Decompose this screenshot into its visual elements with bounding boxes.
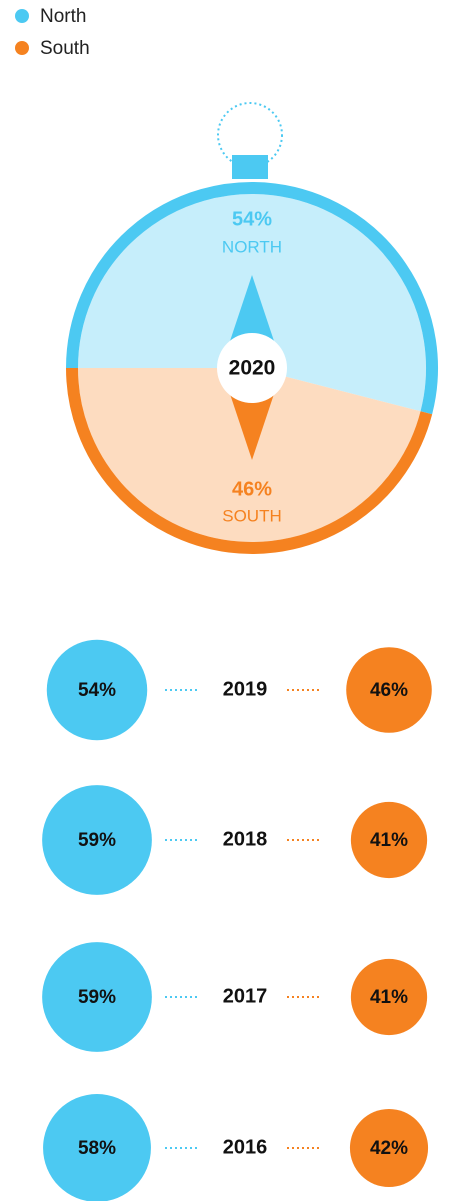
pie-rim xyxy=(66,367,433,554)
value-bubble xyxy=(349,1108,429,1188)
row-year: 2017 xyxy=(223,985,268,1007)
value-bubble xyxy=(346,647,432,733)
value-bubble xyxy=(46,639,148,741)
needle-south xyxy=(227,385,277,460)
compass-pie xyxy=(66,182,438,554)
compass-value: 46% xyxy=(232,478,272,500)
bubble-label: 58% xyxy=(78,1138,116,1159)
pie-rim xyxy=(66,182,438,415)
row-year: 2016 xyxy=(223,1136,268,1158)
bubble-label: 59% xyxy=(78,987,116,1008)
row-year: 2018 xyxy=(223,828,268,850)
value-bubble xyxy=(42,785,152,895)
center-disc xyxy=(217,333,287,403)
legend-label: North xyxy=(40,6,86,27)
compass-label: SOUTH xyxy=(222,506,282,525)
bubble-label: 46% xyxy=(370,680,408,701)
crown xyxy=(232,155,268,179)
legend-swatch xyxy=(15,9,29,23)
value-bubble xyxy=(350,958,428,1036)
value-bubble xyxy=(42,942,152,1052)
pie-slice xyxy=(78,368,421,543)
value-bubble xyxy=(43,1094,151,1201)
bubble-label: 54% xyxy=(78,680,116,701)
bubble-label: 41% xyxy=(370,830,408,851)
value-bubble xyxy=(350,801,428,879)
bubble-label: 42% xyxy=(370,1138,408,1159)
bubble-label: 59% xyxy=(78,830,116,851)
compass-year: 2020 xyxy=(229,357,276,380)
compass-value: 54% xyxy=(232,208,272,230)
needle-north xyxy=(227,275,277,350)
bubble-label: 41% xyxy=(370,987,408,1008)
legend-label: South xyxy=(40,38,90,59)
legend-swatch xyxy=(15,41,29,55)
row-year: 2019 xyxy=(223,678,268,700)
compass-label: NORTH xyxy=(222,237,282,256)
